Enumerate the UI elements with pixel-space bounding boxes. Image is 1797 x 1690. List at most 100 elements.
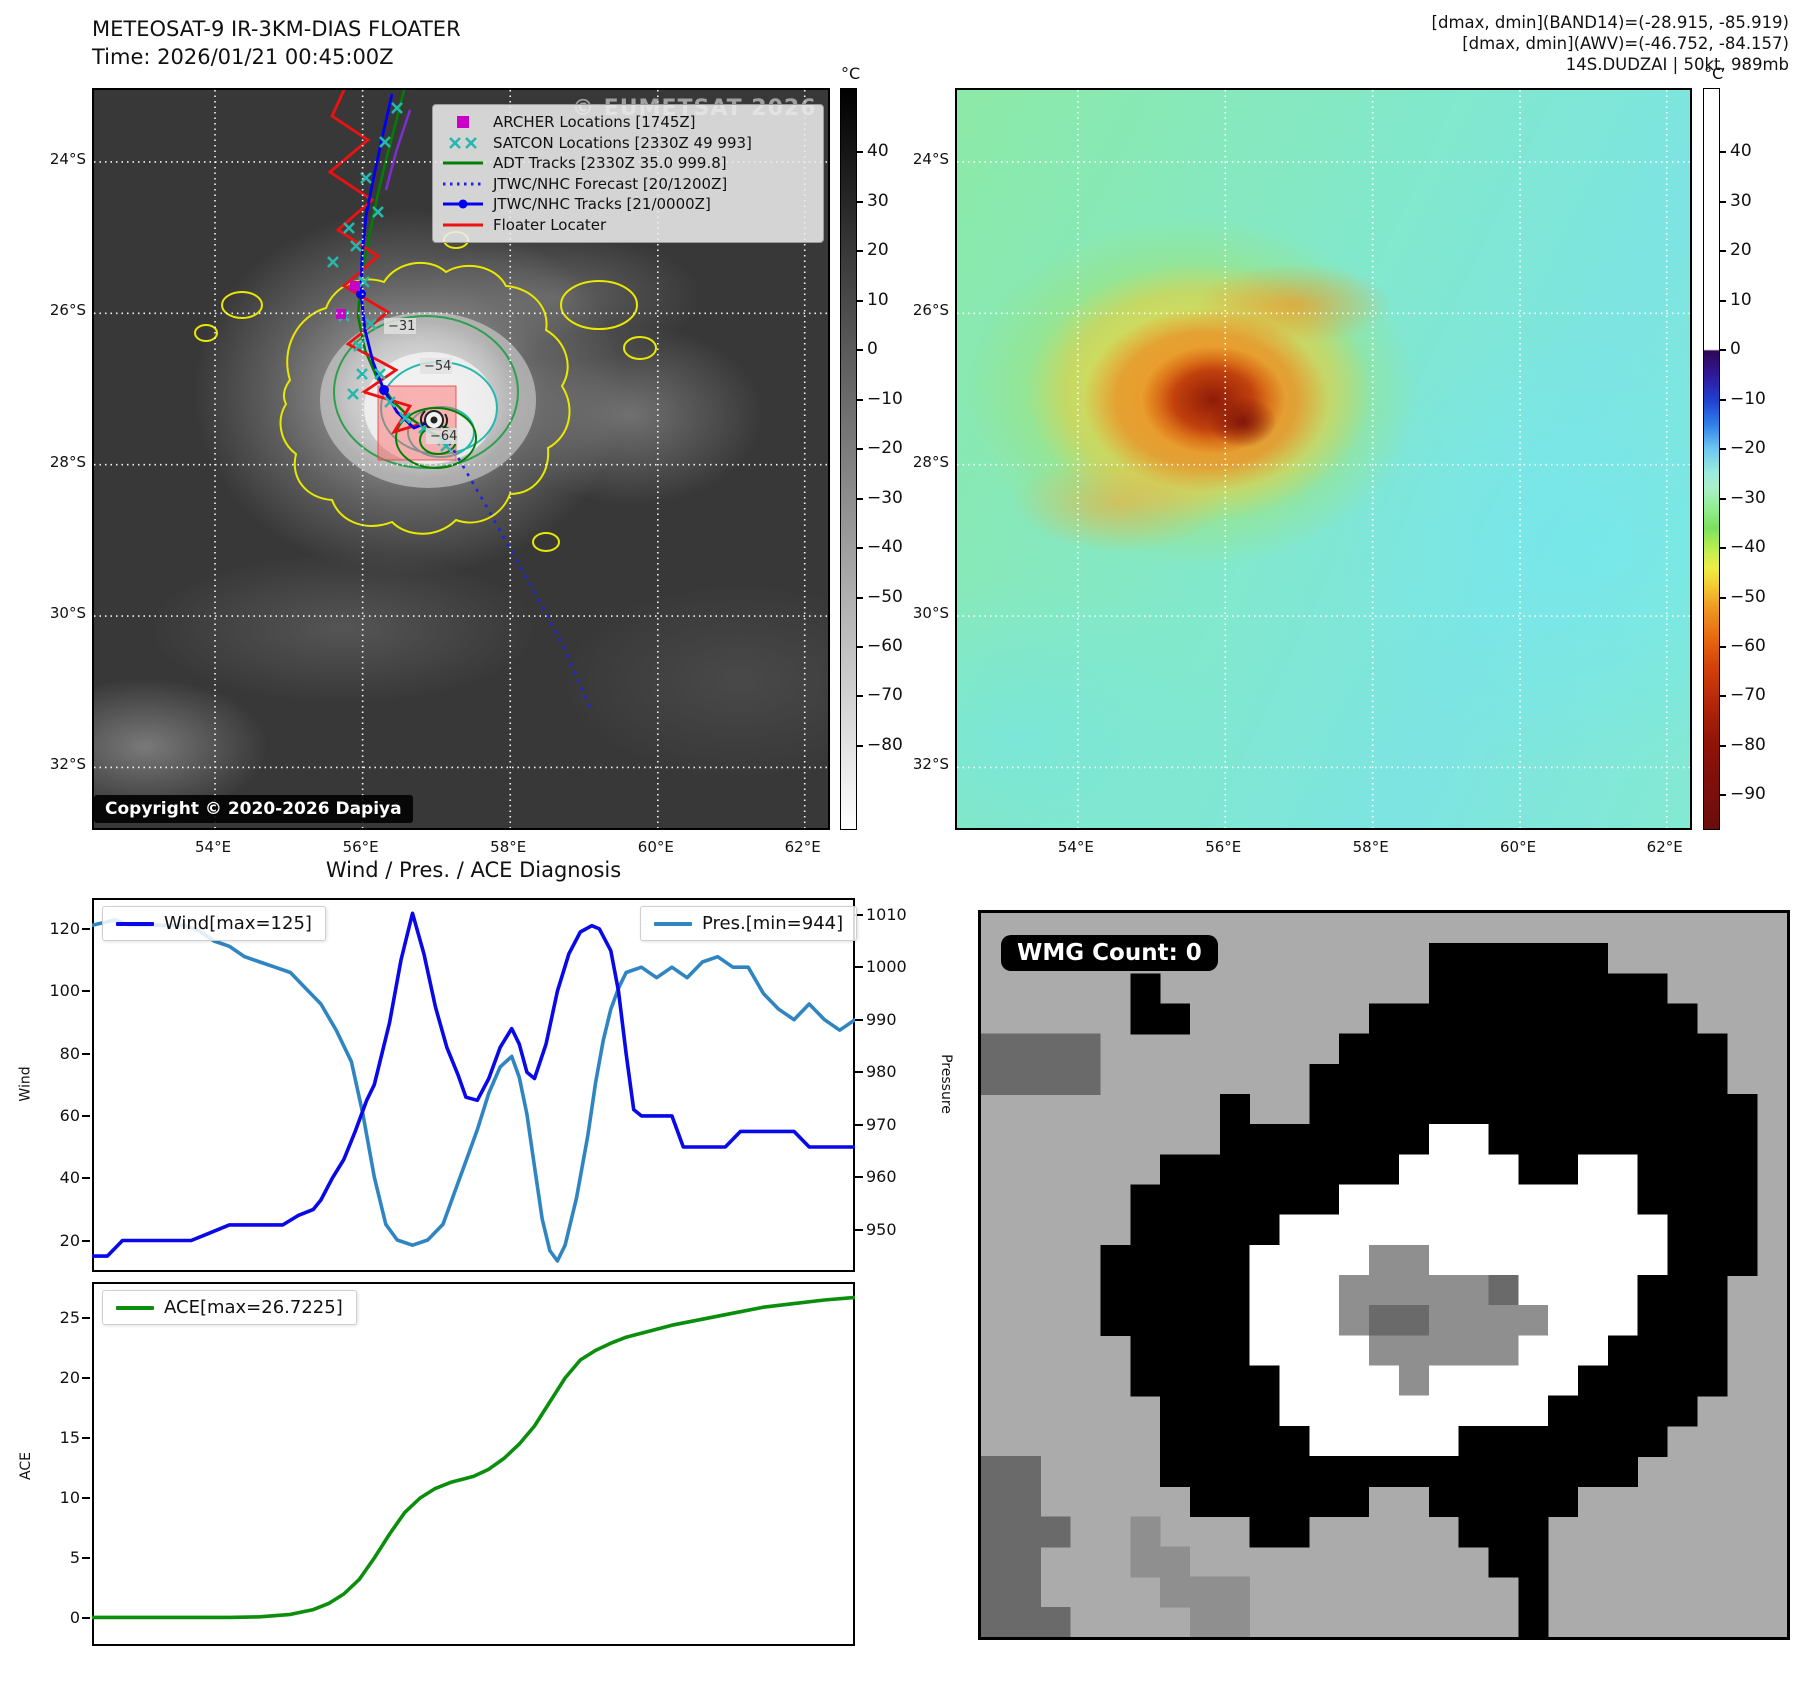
wmg-block [1219, 1365, 1250, 1397]
wmg-block [1279, 1244, 1310, 1276]
wmg-block [1637, 1395, 1668, 1427]
wmg-block [1637, 1425, 1668, 1457]
wmg-block [1309, 1154, 1340, 1186]
wmg-block [1160, 1546, 1191, 1578]
wmg-block [1667, 1003, 1698, 1035]
jtwc-forecast-track [432, 419, 594, 713]
ace-legend: ACE[max=26.7225] [102, 1290, 357, 1325]
ace-plot [92, 1295, 855, 1620]
awv-colorbar [1703, 88, 1720, 830]
axis-tickmark [82, 1497, 90, 1500]
lat-tick-label: 30°S [912, 604, 949, 623]
wmg-count-badge: WMG Count: 0 [1001, 935, 1218, 971]
wmg-block [1309, 1124, 1340, 1156]
wmg-block [1667, 1214, 1698, 1246]
wmg-block [1160, 1456, 1191, 1487]
wmg-block [1697, 1184, 1728, 1216]
satcon-x-icon [343, 222, 355, 234]
wmg-block [1190, 1214, 1220, 1246]
wmg-block [1607, 1033, 1638, 1065]
wmg-block [1190, 1456, 1220, 1487]
wmg-block [1040, 1516, 1071, 1548]
wmg-block [1607, 1094, 1638, 1125]
contour-label-bg [384, 318, 416, 334]
wmg-block [1578, 1094, 1608, 1125]
wmg-block [1339, 1033, 1370, 1065]
wmg-block [1578, 1003, 1608, 1035]
colorbar-tickmark [1720, 250, 1726, 253]
storm-id-intensity: 14S.DUDZAI | 50kt, 989mb [1565, 55, 1789, 74]
colorbar-tickmark [857, 349, 863, 352]
pres-legend: Pres.[min=944] [640, 906, 858, 941]
wmg-block [981, 1063, 1011, 1095]
wmg-block [1548, 1033, 1579, 1065]
wmg-block [1667, 1033, 1698, 1065]
colorbar-tickmark [857, 151, 863, 154]
wmg-block [1578, 973, 1608, 1005]
colorbar-tick-label: −40 [867, 537, 903, 558]
wmg-block [1010, 1576, 1041, 1608]
wmg-block [1518, 1335, 1549, 1367]
wmg-block [1578, 1425, 1608, 1457]
wind-line [92, 911, 855, 1258]
wmg-block [1339, 1094, 1370, 1125]
adt-track [356, 90, 447, 442]
wmg-block [981, 1456, 1011, 1487]
wmg-block [1667, 1124, 1698, 1156]
wmg-block [1458, 1305, 1489, 1337]
wmg-block [1249, 1365, 1280, 1397]
wmg-block [1428, 1365, 1459, 1397]
wmg-block [1637, 973, 1668, 1005]
copyright-badge: Copyright © 2020-2026 Dapiya [94, 795, 413, 823]
wmg-block [1458, 1275, 1489, 1306]
wmg-block [1458, 1365, 1489, 1397]
lat-tick-label: 28°S [912, 452, 949, 471]
wmg-block [1578, 1063, 1608, 1095]
wmg-block [1279, 1365, 1310, 1397]
axis-tick-label: 10 [59, 1488, 80, 1508]
colorbar-tick-label: −20 [1730, 438, 1766, 459]
wmg-block [1190, 1184, 1220, 1216]
wmg-block [1488, 1456, 1519, 1487]
wmg-block [1697, 1124, 1728, 1156]
wmg-block [1667, 1184, 1698, 1216]
wmg-block [1249, 1124, 1280, 1156]
square-legend-swatch [441, 114, 485, 130]
colorbar-tick-label: 0 [867, 339, 878, 360]
lon-tick-label: 62°E [784, 838, 821, 856]
wmg-block [1428, 1244, 1459, 1276]
wmg-block [1010, 1063, 1041, 1095]
wmg-block [981, 1546, 1011, 1578]
wmg-block [1458, 973, 1489, 1005]
colorbar-tick-label: −90 [1730, 784, 1766, 805]
wmg-block [1339, 1305, 1370, 1337]
wmg-block [1488, 943, 1519, 975]
wmg-block [1279, 1305, 1310, 1337]
wmg-block [1160, 1335, 1191, 1367]
colorbar-tickmark [857, 596, 863, 599]
ir-colorbar [840, 88, 857, 830]
wmg-block [1518, 1275, 1549, 1306]
axis-tick-label: 950 [866, 1219, 897, 1239]
legend-item-label: JTWC/NHC Tracks [21/0000Z] [493, 195, 711, 214]
colorbar-tick-label: −30 [1730, 487, 1766, 508]
wmg-block [1458, 1516, 1489, 1548]
wmg-block [1100, 1305, 1131, 1337]
wmg-block [1398, 1154, 1429, 1186]
colorbar-tickmark [857, 547, 863, 550]
lat-tick-label: 24°S [49, 149, 86, 168]
colorbar-tickmark [1720, 151, 1726, 154]
colorbar-tickmark [1720, 299, 1726, 302]
wmg-block [1607, 1063, 1638, 1095]
wmg-block [1190, 1154, 1220, 1186]
wmg-block [1160, 1244, 1191, 1276]
wmg-block [1548, 1395, 1579, 1427]
wmg-block [1488, 1154, 1519, 1186]
contour-label: −64 [430, 429, 457, 444]
wmg-block [1369, 1365, 1400, 1397]
wmg-block [1339, 1184, 1370, 1216]
wmg-block [1548, 1486, 1579, 1518]
wmg-block [1488, 1275, 1519, 1306]
archer-track-segment [384, 109, 412, 191]
